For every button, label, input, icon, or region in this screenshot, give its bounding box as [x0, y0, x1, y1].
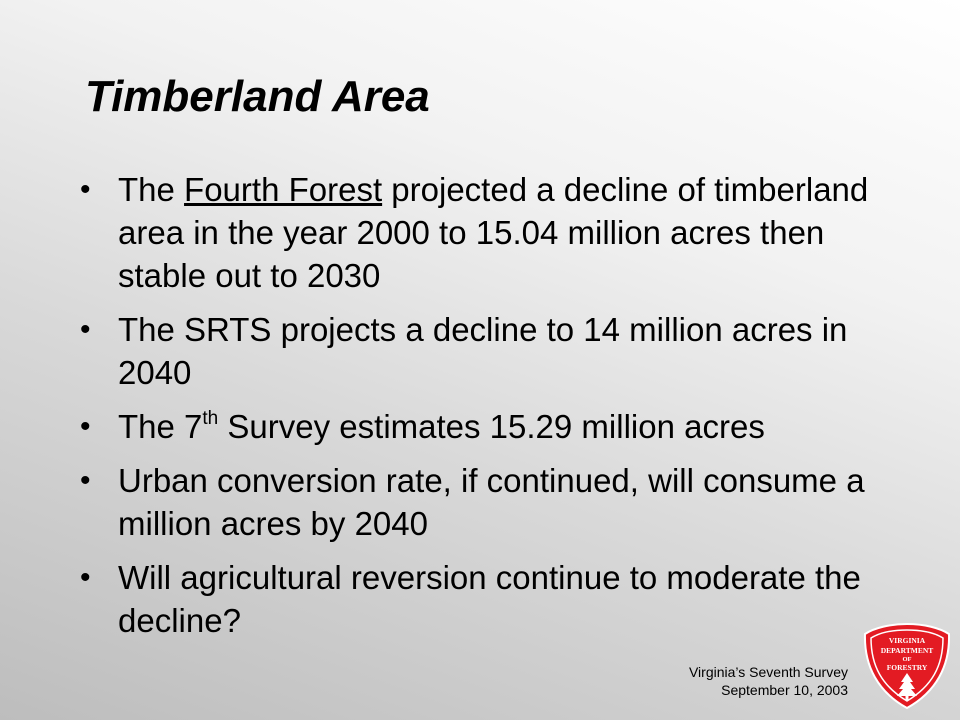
forestry-badge-icon: VIRGINIA DEPARTMENT OF FORESTRY: [863, 622, 951, 710]
bullet-list: • The Fourth Forest projected a decline …: [80, 168, 880, 653]
bullet-icon: •: [80, 464, 91, 497]
bullet-icon: •: [80, 173, 91, 206]
bullet-item: • The 7th Survey estimates 15.29 million…: [80, 405, 880, 448]
bullet-icon: •: [80, 561, 91, 594]
badge-inner-border: [870, 629, 944, 702]
footer-date: September 10, 2003: [721, 682, 848, 698]
bullet-text-start: The 7: [118, 408, 203, 445]
badge-text-of: OF: [902, 656, 911, 663]
footer-survey-name: Virginia’s Seventh Survey: [688, 664, 848, 680]
bullet-icon: •: [80, 313, 91, 346]
badge-text-forestry: FORESTRY: [887, 663, 928, 672]
bullet-item: • The Fourth Forest projected a decline …: [80, 168, 880, 297]
bullet-text: Will agricultural reversion continue to …: [118, 559, 861, 639]
ordinal-suffix: th: [202, 408, 219, 429]
badge-text-department: DEPARTMENT: [881, 646, 934, 655]
fourth-forest-title: Fourth Forest: [184, 171, 383, 208]
bullet-text-end: projected a decline of timberland area i…: [118, 171, 869, 294]
footer: Virginia’s Seventh Survey September 10, …: [689, 663, 848, 699]
bullet-text: The SRTS projects a decline to 14 millio…: [118, 311, 848, 391]
bullet-item: • The SRTS projects a decline to 14 mill…: [80, 308, 880, 394]
badge-shield-shape: [863, 622, 951, 710]
bullet-item: • Will agricultural reversion continue t…: [80, 556, 880, 642]
bullet-text-end: Survey estimates 15.29 million acres: [218, 408, 765, 445]
bullet-text-start: The: [118, 171, 185, 208]
pine-tree-icon: [897, 673, 917, 700]
slide-title: Timberland Area: [85, 72, 430, 121]
bullet-icon: •: [80, 410, 91, 443]
badge-text-virginia: VIRGINIA: [889, 636, 926, 645]
bullet-item: • Urban conversion rate, if continued, w…: [80, 459, 880, 545]
bullet-text: Urban conversion rate, if continued, wil…: [118, 462, 865, 542]
